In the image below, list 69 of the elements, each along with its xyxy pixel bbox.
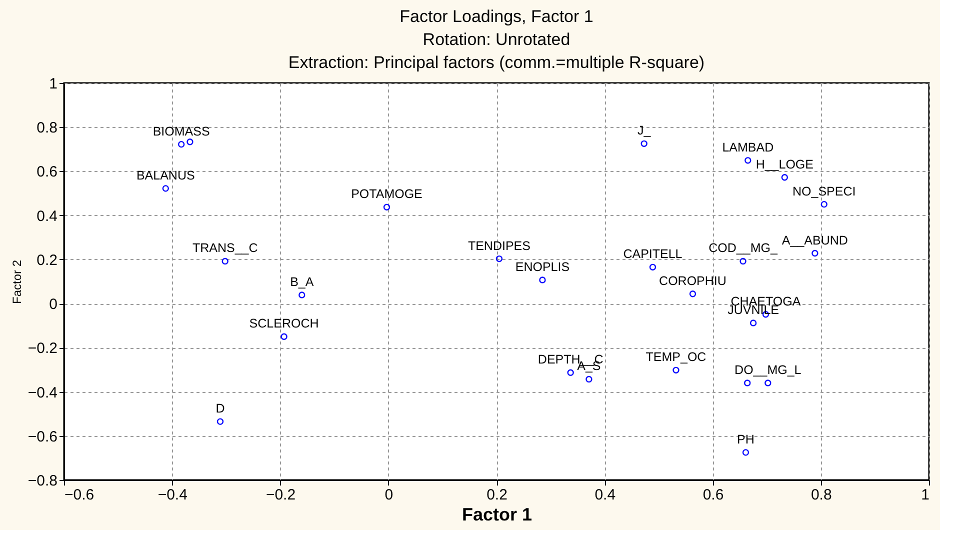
y-tick-label: 0.4 — [36, 208, 58, 225]
annotation: D — [216, 402, 225, 416]
x-tick-label: 0 — [384, 486, 394, 504]
y-tick-label: 0.2 — [36, 252, 58, 269]
point — [750, 320, 757, 326]
x-tick-label: 1 — [921, 486, 930, 504]
x-tick-label: 0.2 — [486, 486, 508, 504]
x-axis-title: Factor 1 — [462, 504, 532, 524]
annotation: SCLEROCH — [249, 316, 319, 331]
point — [216, 418, 224, 425]
y-tick-label: −0.4 — [28, 384, 58, 402]
x-tick-label: −0.2 — [266, 486, 296, 504]
point — [742, 449, 750, 456]
point — [744, 157, 752, 164]
point — [586, 376, 592, 383]
y-tick-label: −0.8 — [28, 472, 58, 490]
point — [672, 366, 680, 374]
annotation: PH — [737, 432, 754, 446]
annotation: ENOPLIS — [515, 260, 570, 274]
annotation: LAMBAD — [722, 140, 774, 154]
x-tick-label: −0.4 — [158, 486, 188, 504]
text: Rotation: Unrotated — [422, 30, 570, 49]
y-axis-title: Factor 2 — [10, 260, 24, 304]
x-tick-label: 0.8 — [810, 486, 832, 504]
annotation: NO_SPECI — [792, 184, 856, 198]
point — [222, 258, 228, 265]
annotation: J_ — [637, 124, 652, 138]
point — [820, 200, 828, 208]
point — [764, 380, 772, 386]
point — [496, 255, 503, 262]
text: Factor Loadings, Factor 1 — [400, 7, 594, 26]
annotation: DO__MG_L — [734, 362, 802, 377]
point — [383, 204, 390, 211]
point — [649, 264, 656, 270]
text: Extraction: Principal factors (comm.=multiple R-square) — [288, 53, 705, 72]
point — [178, 140, 185, 148]
y-tick-label: 0.6 — [36, 164, 58, 181]
point — [280, 333, 288, 340]
annotation: B_A — [290, 274, 314, 289]
annotation: COROPHIU — [659, 274, 726, 288]
y-tick-label: 1 — [49, 76, 58, 92]
point — [567, 369, 574, 376]
y-tick-label: −0.2 — [28, 340, 58, 358]
annotation: POTAMOGE — [351, 187, 422, 202]
point — [640, 140, 648, 147]
annotation: TENDIPES — [468, 238, 530, 253]
annotation: TEMP_OC — [646, 350, 706, 364]
x-tick-label: 0.6 — [702, 486, 724, 504]
annotation: H__LOGE — [756, 157, 814, 172]
point — [162, 185, 169, 192]
y-tick-label: −0.6 — [28, 428, 58, 446]
point — [781, 174, 788, 181]
x-tick-label: 0.4 — [594, 486, 616, 504]
annotation: BIOMASS — [152, 124, 210, 138]
x-tick-label: −0.6 — [64, 486, 94, 504]
y-tick-label: 0.8 — [36, 120, 58, 137]
point — [740, 258, 746, 265]
point — [186, 138, 194, 146]
point — [744, 380, 751, 386]
annotation: BALANUS — [136, 168, 195, 182]
annotation: COD__MG_ — [708, 241, 778, 256]
point — [298, 292, 306, 298]
point — [689, 290, 696, 298]
point — [812, 250, 818, 257]
annotation: A__ABUND — [782, 233, 848, 248]
point — [539, 276, 546, 284]
annotation: TRANS__C — [192, 241, 258, 256]
annotation: CAPITELL — [623, 247, 682, 262]
y-tick-label: 0 — [49, 296, 58, 314]
